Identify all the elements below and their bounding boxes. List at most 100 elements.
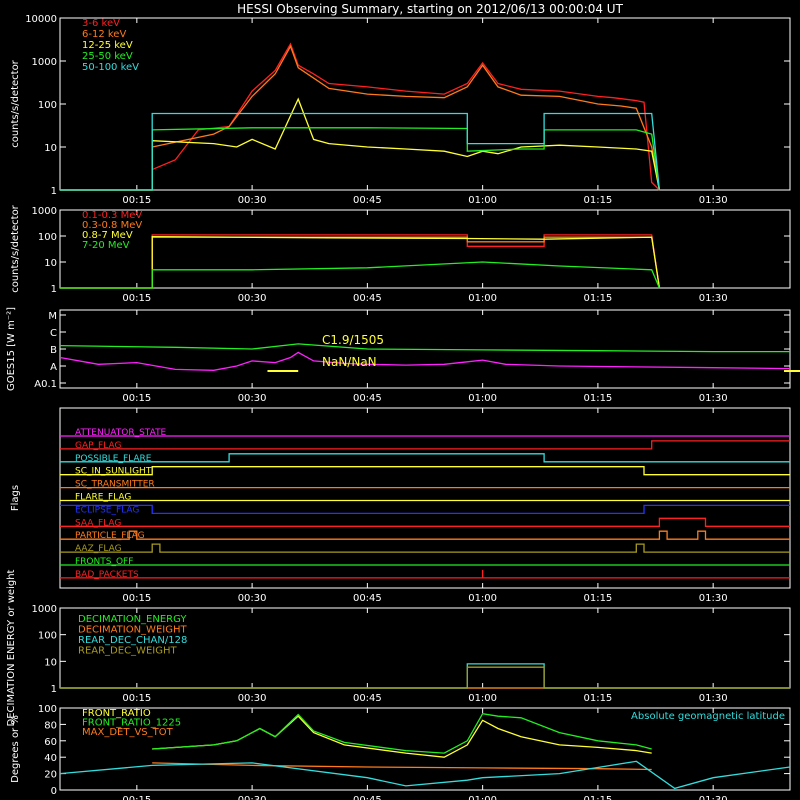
- series-line-12-25-keV: [60, 97, 661, 191]
- legend-entry: REAR_DEC_CHAN/128: [78, 635, 187, 646]
- x-tick-label: 00:45: [353, 293, 382, 304]
- legend-entry: 3-6 keV: [82, 18, 120, 29]
- x-tick-label: 01:15: [583, 693, 612, 704]
- x-tick-label: 01:00: [468, 195, 497, 206]
- series-line-50-100-keV: [60, 112, 661, 191]
- flag-line: [60, 504, 790, 515]
- x-tick-label: 00:15: [122, 795, 151, 800]
- series-line-6-12-keV: [60, 44, 661, 191]
- x-tick-label: 01:30: [699, 293, 728, 304]
- flag-line: [60, 543, 790, 553]
- y-tick-label: 80: [44, 720, 57, 731]
- goes-flare-annotation: NaN/NaN: [322, 355, 377, 369]
- legend-entry: 25-50 keV: [82, 51, 133, 62]
- chart-title: HESSI Observing Summary, starting on 201…: [237, 2, 623, 16]
- geomagnetic-latitude-label: Absolute geomagnetic latitude: [631, 711, 785, 722]
- flag-label: BAD_PACKETS: [75, 570, 139, 580]
- series-line-REAR_DEC_CHAN-128: [60, 663, 790, 689]
- x-tick-label: 00:15: [122, 393, 151, 404]
- series-line-MAX_DET_VS_TOT: [152, 762, 652, 771]
- y-axis-label-4: DECIMATION ENERGY or weight: [6, 569, 17, 726]
- goes-flare-annotation: C1.9/1505: [322, 333, 384, 347]
- y-tick-label: 1: [51, 186, 57, 197]
- flag-label: POSSIBLE_FLARE: [75, 454, 152, 464]
- y-tick-label: 10000: [25, 14, 57, 25]
- series-line-7-20-MeV: [60, 261, 660, 289]
- y-tick-label: 100: [38, 232, 57, 243]
- x-tick-label: 01:30: [699, 795, 728, 800]
- x-tick-label: 00:45: [353, 795, 382, 800]
- legend-entry: 0.3-0.8 MeV: [82, 220, 142, 231]
- legend-entry: DECIMATION_WEIGHT: [78, 625, 187, 636]
- series-line-FRONT_RATIO_1225: [152, 712, 652, 754]
- goes-series-line-0: [59, 343, 790, 353]
- y-tick-label: 40: [44, 753, 57, 764]
- y-axis-label-2: GOES15 [W m⁻²]: [6, 307, 17, 391]
- x-tick-label: 01:00: [468, 593, 497, 604]
- y-tick-label: 1000: [32, 57, 57, 68]
- x-tick-label: 01:30: [699, 393, 728, 404]
- goes-series-line-1: [59, 351, 791, 371]
- x-tick-label: 00:30: [238, 195, 267, 206]
- panel-frame-0: [59, 17, 791, 191]
- x-tick-label: 00:15: [122, 195, 151, 206]
- y-axis-label-5: Degrees or %: [10, 715, 21, 783]
- y-tick-label: 100: [38, 704, 57, 715]
- flag-label: FRONTS_OFF: [75, 557, 133, 567]
- legend-entry: FRONT_RATIO_1225: [82, 718, 181, 729]
- x-tick-label: 00:15: [122, 693, 151, 704]
- flag-label: ECLIPSE_FLAG: [75, 505, 139, 515]
- flag-line: [60, 440, 790, 450]
- y-tick-label: 10: [44, 657, 57, 668]
- y-tick-label: B: [50, 345, 57, 356]
- flag-label: AAZ_FLAG: [75, 544, 122, 554]
- panel-frame-3: [59, 407, 791, 589]
- series-line-3-6-keV: [60, 42, 660, 191]
- flag-label: GAP_FLAG: [75, 441, 121, 451]
- series-line-25-50-keV: [60, 127, 661, 191]
- x-tick-label: 00:30: [238, 293, 267, 304]
- x-tick-label: 01:15: [583, 293, 612, 304]
- flag-line: [60, 530, 790, 540]
- flag-label: FLARE_FLAG: [75, 493, 131, 503]
- series-line-0.3-0.8-MeV: [60, 236, 661, 289]
- legend-entry: 0.1-0.3 MeV: [82, 210, 142, 221]
- x-tick-label: 00:15: [122, 593, 151, 604]
- y-tick-label: A: [50, 362, 57, 373]
- x-tick-label: 01:15: [583, 393, 612, 404]
- flag-line: [60, 569, 790, 579]
- y-tick-label: 0: [51, 786, 57, 797]
- flag-line: [60, 517, 790, 527]
- x-tick-label: 00:45: [353, 593, 382, 604]
- y-tick-label: 1: [51, 684, 57, 695]
- legend-entry: FRONT_RATIO: [82, 708, 151, 719]
- x-tick-label: 00:45: [353, 393, 382, 404]
- x-tick-label: 00:15: [122, 293, 151, 304]
- legend-entry: 7-20 MeV: [82, 240, 130, 251]
- series-line-REAR_DEC_WEIGHT: [60, 666, 790, 689]
- series-line-Absolute-geomagnetic-latitude: [59, 760, 791, 790]
- y-tick-label: M: [48, 311, 57, 322]
- legend-entry: 6-12 keV: [82, 29, 126, 40]
- flag-line: [60, 453, 790, 463]
- y-axis-label-3: Flags: [10, 485, 21, 511]
- y-tick-label: 10: [44, 143, 57, 154]
- legend-entry: REAR_DEC_WEIGHT: [78, 646, 177, 657]
- flag-label: SC_IN_SUNLIGHT: [75, 467, 152, 477]
- y-tick-label: 1000: [32, 604, 57, 615]
- x-tick-label: 00:45: [353, 693, 382, 704]
- flag-label: SAA_FLAG: [75, 518, 121, 528]
- y-tick-label: A0.1: [34, 379, 57, 390]
- flag-label: ATTENUATOR_STATE: [75, 428, 167, 438]
- x-tick-label: 00:30: [238, 693, 267, 704]
- legend-entry: 12-25 keV: [82, 40, 133, 51]
- x-tick-label: 01:00: [468, 795, 497, 800]
- y-tick-label: 100: [38, 100, 57, 111]
- x-tick-label: 01:00: [468, 293, 497, 304]
- y-tick-label: 1: [51, 284, 57, 295]
- series-line-0.1-0.3-MeV: [60, 234, 661, 289]
- x-tick-label: 00:30: [238, 393, 267, 404]
- x-tick-label: 00:45: [353, 195, 382, 206]
- x-tick-label: 01:30: [699, 195, 728, 206]
